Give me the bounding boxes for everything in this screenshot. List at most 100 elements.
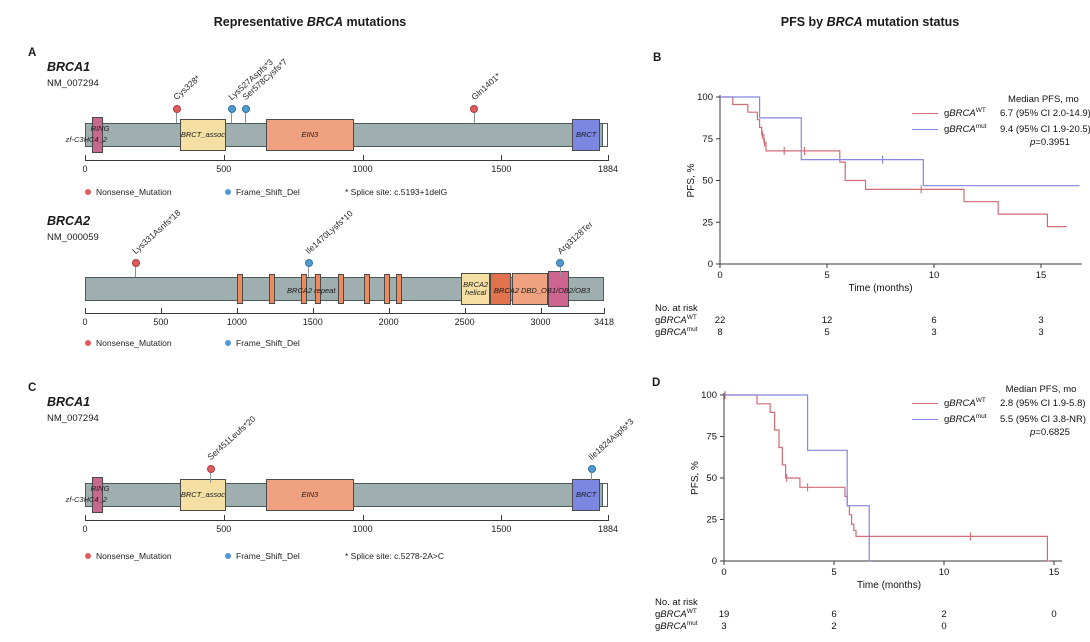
km-legend-entry: gBRCAWT 6.7 (95% CI 2.0-14.9) [912, 105, 1090, 121]
domain-box: BRCT [572, 119, 600, 151]
mutation-dot-frameshift [304, 259, 313, 267]
risk-row-label: gBRCAWT [655, 313, 697, 326]
km-x-tick-label: 0 [721, 567, 726, 578]
risk-table-title: No. at risk [655, 303, 698, 314]
domain-box [396, 274, 403, 304]
km-legend-swatch [912, 112, 938, 114]
gene-name: BRCA1 [47, 60, 91, 74]
km-x-tick-label: 10 [929, 270, 940, 281]
legend-dot-legend-nonsense [85, 189, 91, 195]
gene-body-tail [602, 123, 608, 147]
protein-axis-tick-label: 3000 [530, 317, 551, 327]
km-x-tick-label: 15 [1036, 270, 1047, 281]
right-panel-title: PFS by BRCA mutation status [670, 15, 1070, 29]
protein-axis-tick [540, 308, 542, 313]
mutation-dot-nonsense [470, 105, 479, 113]
legend-nonsense: Nonsense_Mutation [85, 551, 172, 561]
km-legend-value: 9.4 (95% CI 1.9-20.5) [1000, 123, 1090, 135]
km-curve-mut [724, 394, 871, 562]
domain-label: RING [90, 484, 110, 493]
domain-box [337, 274, 344, 304]
legend-frameshift: Frame_Shift_Del [225, 338, 300, 348]
protein-axis-tick [608, 155, 609, 160]
risk-value: 6 [831, 609, 837, 620]
protein-axis-tick-label: 1500 [491, 524, 512, 534]
km-y-tick-label: 25 [702, 217, 713, 228]
domain-box [300, 274, 307, 304]
km-x-axis-label: Time (months) [848, 283, 912, 294]
km-legend-swatch [912, 128, 938, 130]
lollipop-stem [591, 471, 593, 483]
domain-overlay-label: BRCA2 DBD_OB1/OB2/OB3 [493, 286, 591, 295]
risk-row-label: gBRCAmut [655, 619, 698, 632]
km-legend-entry: gBRCAmut 5.5 (95% CI 3.8-NR) [912, 411, 1086, 427]
mutation-dot-frameshift [227, 105, 236, 113]
risk-value: 3 [1038, 315, 1044, 326]
mutation-dot-frameshift [556, 259, 565, 267]
protein-axis [85, 520, 609, 521]
km-y-axis-label: PFS, % [686, 163, 697, 197]
km-x-tick-label: 5 [831, 567, 836, 578]
right-title-prefix: PFS by [780, 15, 827, 29]
protein-axis-tick [312, 308, 314, 313]
domain-sublabel: zf-C3HC4_2 [65, 495, 107, 504]
domain-overlay-label: BRCA2 repeat [287, 286, 336, 295]
domain-box [91, 477, 103, 513]
protein-axis-tick-label: 0 [82, 164, 88, 174]
protein-axis-tick-label: 1500 [302, 317, 323, 327]
lollipop-stem [176, 111, 178, 123]
mutation-dot-nonsense [206, 465, 215, 473]
transcript-id: NM_000059 [47, 232, 99, 243]
km-y-tick-label: 75 [702, 134, 713, 145]
domain-box [315, 274, 322, 304]
protein-axis-tick [388, 308, 390, 313]
protein-axis-tick [604, 308, 605, 313]
left-panel-title: Representative BRCA mutations [110, 15, 510, 29]
risk-value: 19 [718, 609, 730, 620]
legend-nonsense: Nonsense_Mutation [85, 187, 172, 197]
legend-frameshift: Frame_Shift_Del [225, 551, 300, 561]
legend-dot-legend-frameshift [225, 340, 231, 346]
km-curve-mut [720, 96, 1080, 187]
panel-letter-a: A [28, 47, 37, 59]
protein-axis-tick [362, 155, 364, 160]
protein-axis-tick [223, 515, 225, 520]
protein-axis-tick-label: 0 [82, 317, 88, 327]
km-p-value: p=0.3951 [1030, 137, 1070, 148]
protein-axis-tick-label: 500 [153, 317, 169, 327]
protein-axis-tick-label: 500 [216, 524, 232, 534]
protein-axis-tick [501, 515, 503, 520]
legend-nonsense: Nonsense_Mutation [85, 338, 172, 348]
km-x-tick-label: 5 [824, 270, 829, 281]
risk-row-label: gBRCAmut [655, 325, 698, 338]
protein-axis-tick [608, 515, 609, 520]
risk-value: 6 [931, 315, 937, 326]
mutation-dot-frameshift [241, 105, 250, 113]
lollipop-stem [231, 111, 233, 123]
km-p-value: p=0.6825 [1030, 427, 1070, 438]
km-x-tick-label: 0 [717, 270, 722, 281]
km-y-tick-label: 0 [712, 556, 717, 567]
risk-value: 3 [931, 327, 937, 338]
km-legend-header: Median PFS, mo [1008, 94, 1079, 105]
km-y-tick-label: 25 [706, 515, 717, 526]
domain-box [363, 274, 370, 304]
domain-box [511, 273, 548, 305]
km-y-tick-label: 0 [708, 259, 713, 270]
km-x-axis-label: Time (months) [857, 580, 921, 591]
km-legend-b: Median PFS, mo gBRCAWT 6.7 (95% CI 2.0-14.… [912, 94, 1090, 148]
legend-dot-legend-frameshift [225, 553, 231, 559]
panel-letter-b: B [653, 52, 662, 64]
protein-axis-tick-label: 1500 [491, 164, 512, 174]
km-legend-group: gBRCAmut [944, 122, 987, 135]
risk-value: 3 [721, 621, 727, 632]
domain-box [269, 274, 276, 304]
km-x-tick-label: 15 [1049, 567, 1060, 578]
domain-box: BRCT_assoc [179, 119, 227, 151]
km-y-tick-label: 100 [701, 390, 717, 401]
protein-axis-tick-label: 1884 [597, 524, 619, 534]
km-legend-group: gBRCAmut [944, 412, 987, 425]
lollipop-stem [559, 265, 561, 277]
